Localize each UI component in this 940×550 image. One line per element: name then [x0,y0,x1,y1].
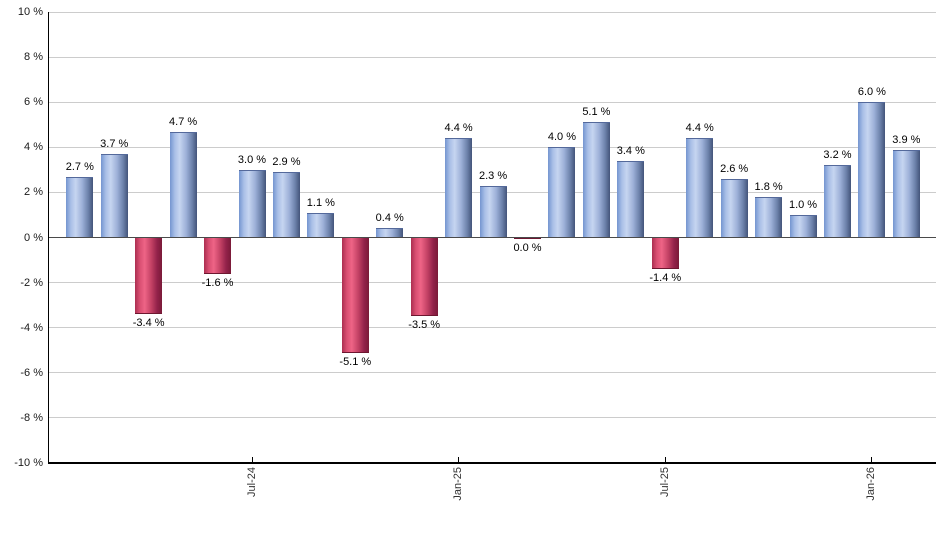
bar-value-label: 4.7 % [169,115,198,128]
bar-value-label: 3.4 % [616,144,645,157]
bar-aug-24[interactable] [272,172,300,238]
y-axis-tick-label: 2 % [24,186,43,199]
bar-apr-25[interactable] [548,147,576,238]
bar-jun-24[interactable] [204,237,232,274]
bar-value-label: -5.1 % [339,355,372,368]
x-axis-tick-label: Jan-26 [865,467,878,501]
bar-sep-25[interactable] [720,178,748,238]
bar-oct-25[interactable] [755,196,783,238]
bar-oct-24[interactable] [341,237,369,353]
bar-sep-24[interactable] [307,212,335,238]
x-axis-tick-label: Jan-25 [452,467,465,501]
y-axis-line [47,12,50,464]
bar-nov-25[interactable] [789,214,817,238]
zero-gridline [48,237,936,239]
x-axis-tick [251,457,253,463]
bar-feb-24[interactable] [66,176,94,238]
bar-value-label: 0.0 % [513,242,542,254]
gridline [48,372,936,374]
y-axis-tick-label: -4 % [20,321,43,334]
bar-value-label: 0.4 % [375,212,404,225]
bar-aug-25[interactable] [686,138,714,238]
bar-value-label: 3.2 % [823,149,852,162]
gridline [48,101,936,103]
bar-value-label: 3.0 % [237,153,267,166]
bar-mar-24[interactable] [100,154,128,238]
x-axis-tick-label: Jul-25 [658,467,671,497]
bar-value-label: 3.9 % [892,133,921,146]
x-axis-tick [664,457,666,463]
y-axis-tick-label: -2 % [20,276,43,289]
bar-value-label: 2.3 % [479,169,508,182]
bar-value-label: 1.0 % [788,198,818,211]
y-axis-tick-label: 4 % [24,141,43,154]
bar-value-label: -3.5 % [408,319,441,332]
y-axis-tick-label: 8 % [24,51,43,64]
x-axis-tick [871,457,873,463]
bar-value-label: 4.0 % [547,131,577,144]
bar-value-label: 6.0 % [857,86,886,99]
bar-value-label: 1.1 % [306,196,335,209]
bar-value-label: 4.4 % [685,122,714,135]
bar-value-label: -1.6 % [201,276,234,289]
bar-dec-24[interactable] [410,237,438,317]
bar-may-25[interactable] [582,122,610,238]
bar-mar-25[interactable] [514,237,542,239]
y-axis-tick-label: 0 % [24,231,43,244]
bar-value-label: 2.9 % [272,156,301,169]
gridline [48,327,936,329]
bar-feb-26[interactable] [892,149,920,238]
bar-may-24[interactable] [169,131,197,238]
x-axis-line [47,462,936,464]
x-axis-tick [458,457,460,463]
gridline [48,11,936,13]
bar-jul-24[interactable] [238,169,266,238]
bar-dec-25[interactable] [823,165,851,238]
bar-value-label: 2.6 % [720,162,749,175]
y-axis-tick-label: -8 % [20,411,43,424]
y-axis-tick-label: -6 % [20,366,43,379]
gridline [48,146,936,148]
bar-jun-25[interactable] [617,160,645,238]
bar-jan-25[interactable] [445,138,473,238]
y-axis-tick-label: 10 % [17,6,43,18]
bar-value-label: -1.4 % [649,272,682,285]
bar-apr-24[interactable] [135,237,163,315]
y-axis-tick-label: -10 % [14,457,43,469]
bar-value-label: 4.4 % [444,122,473,135]
gridline [48,282,936,284]
bar-value-label: 3.7 % [100,138,129,151]
bar-value-label: 1.8 % [754,180,783,193]
y-axis-tick-label: 6 % [24,96,43,109]
bar-feb-25[interactable] [479,185,507,238]
bar-value-label: -3.4 % [132,317,165,330]
gridline [48,56,936,58]
x-axis-tick-label: Jul-24 [245,467,258,497]
bar-nov-24[interactable] [376,228,404,238]
bar-value-label: 5.1 % [582,106,611,119]
gridline [48,417,936,419]
bar-jan-26[interactable] [858,102,886,238]
bar-value-label: 2.7 % [65,160,94,173]
bar-jul-25[interactable] [651,237,679,270]
